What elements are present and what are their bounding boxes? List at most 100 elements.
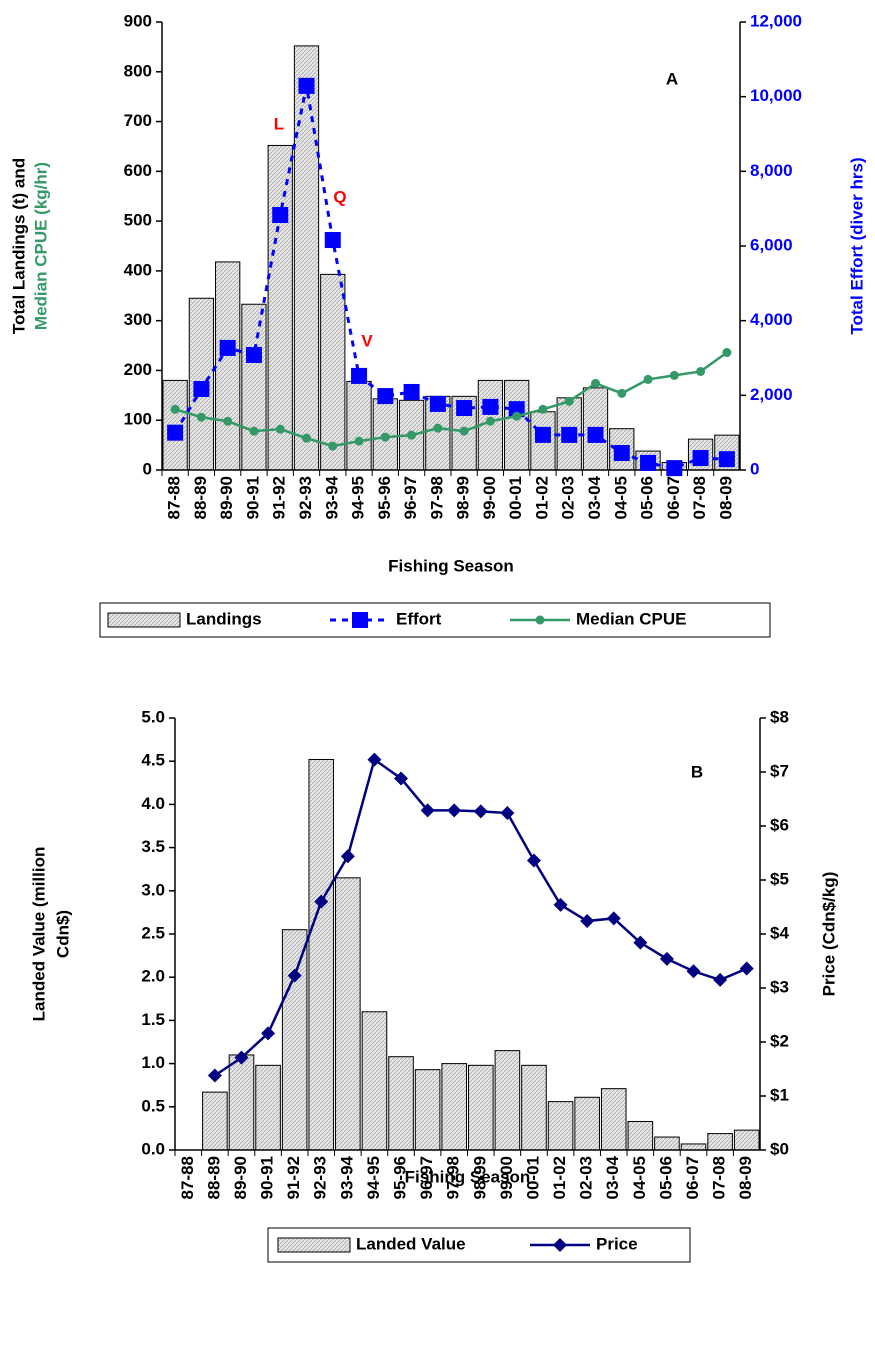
x-tick-label: 89-90 <box>231 1156 250 1199</box>
y-tick-label: 2.5 <box>141 923 165 942</box>
marker <box>459 426 469 436</box>
y-tick-label: 700 <box>124 111 152 130</box>
marker <box>352 612 368 628</box>
marker <box>482 398 499 415</box>
y-tick-label: 600 <box>124 161 152 180</box>
marker <box>591 378 600 388</box>
marker <box>354 436 364 446</box>
marker <box>512 411 522 421</box>
x-tick-label: 88-89 <box>204 1156 223 1199</box>
marker <box>534 426 551 443</box>
bar <box>627 1120 654 1151</box>
bar <box>308 758 335 1151</box>
marker <box>367 752 382 767</box>
x-tick-label: 90-91 <box>258 1156 277 1199</box>
x-tick-label: 06-07 <box>664 476 683 519</box>
bar <box>441 1063 467 1151</box>
y-tick-label: 0 <box>143 459 152 478</box>
marker <box>407 430 417 440</box>
bar <box>504 379 530 471</box>
x-tick-label: 99-00 <box>480 476 499 519</box>
bar <box>320 273 346 471</box>
x-tick-label: 93-94 <box>337 1155 356 1199</box>
bar <box>733 1129 760 1151</box>
x-tick-label: 94-95 <box>364 1156 383 1199</box>
legend-label: Landed Value <box>356 1234 466 1253</box>
y-tick-label: 5.0 <box>141 707 165 726</box>
marker <box>722 348 732 358</box>
x-tick-label: 97-98 <box>427 476 446 519</box>
legend-box <box>99 602 771 638</box>
marker <box>538 404 548 414</box>
y-axis-title: Median CPUE (kg/hr) <box>31 162 50 330</box>
bar <box>281 929 308 1151</box>
bar <box>680 1143 707 1151</box>
marker <box>500 806 515 821</box>
marker <box>314 894 329 909</box>
x-tick-label: 91-92 <box>270 476 289 519</box>
marker <box>394 771 409 786</box>
marker <box>223 416 233 426</box>
bar <box>202 1091 228 1151</box>
y2-tick-label: 4,000 <box>750 310 793 329</box>
y-axis-title: Cdn$) <box>53 910 72 958</box>
marker <box>564 396 574 406</box>
bar <box>215 261 241 471</box>
marker <box>692 450 709 467</box>
marker <box>526 853 541 868</box>
y2-tick-label: $6 <box>770 815 789 834</box>
y-tick-label: 3.5 <box>141 837 165 856</box>
legend-label: Median CPUE <box>576 609 687 628</box>
marker <box>580 914 595 929</box>
marker <box>643 374 653 384</box>
bar <box>547 1101 574 1151</box>
y-tick-label: 300 <box>124 310 152 329</box>
annotation: B <box>691 762 703 781</box>
x-tick-label: 01-02 <box>550 1156 569 1199</box>
marker <box>535 615 545 625</box>
marker <box>324 232 341 249</box>
y2-tick-label: $1 <box>770 1085 789 1104</box>
y-tick-label: 400 <box>124 260 152 279</box>
marker <box>433 423 443 433</box>
legend-label: Landings <box>186 609 262 628</box>
y2-tick-label: $4 <box>770 923 789 942</box>
x-tick-label: 89-90 <box>217 476 236 519</box>
marker <box>659 951 674 966</box>
marker <box>447 803 462 818</box>
bar <box>521 1064 547 1151</box>
marker <box>553 897 568 912</box>
x-tick-label: 02-03 <box>559 476 578 519</box>
x-axis-title: Fishing Season <box>388 556 514 575</box>
marker <box>245 347 262 364</box>
bar <box>654 1136 680 1151</box>
y2-tick-label: $8 <box>770 707 789 726</box>
x-tick-label: 87-88 <box>165 476 184 519</box>
x-tick-label: 93-94 <box>322 475 341 519</box>
marker <box>508 401 525 418</box>
marker <box>456 400 473 417</box>
x-tick-label: 05-06 <box>638 476 657 519</box>
x-tick-label: 00-01 <box>523 1156 542 1199</box>
marker <box>587 426 604 443</box>
legend-label: Effort <box>396 609 442 628</box>
x-tick-label: 04-05 <box>611 476 630 519</box>
x-tick-label: 98-99 <box>454 476 473 519</box>
marker <box>739 961 754 976</box>
x-tick-label: 92-93 <box>311 1156 330 1199</box>
y2-tick-label: $3 <box>770 977 789 996</box>
marker <box>553 1238 567 1252</box>
marker <box>403 383 420 400</box>
x-tick-label: 95-96 <box>375 476 394 519</box>
marker <box>193 380 210 397</box>
x-tick-label: 96-97 <box>401 476 420 519</box>
x-tick-label: 98-99 <box>470 1156 489 1199</box>
marker <box>328 441 338 451</box>
x-tick-label: 04-05 <box>630 1156 649 1199</box>
y-axis-title: Landed Value (million <box>29 847 48 1022</box>
bar <box>241 303 267 471</box>
bar <box>707 1133 733 1151</box>
legend-swatch <box>107 612 181 628</box>
x-tick-label: 91-92 <box>284 1156 303 1199</box>
x-tick-label: 90-91 <box>243 476 262 519</box>
